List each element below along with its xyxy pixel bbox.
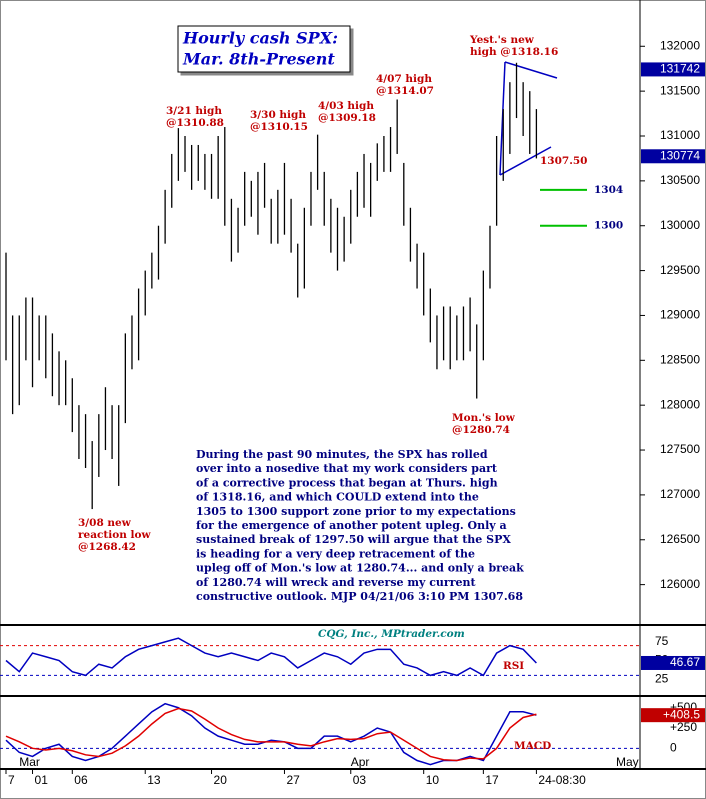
y-tick-label: 131500	[660, 83, 700, 97]
annotation: @1268.42	[78, 541, 136, 553]
month-label: Apr	[351, 755, 370, 769]
y-tick-label: 126000	[660, 577, 700, 591]
x-tick-label: 06	[74, 773, 88, 787]
macd-line	[5, 707, 537, 762]
annotation: 1307.50	[540, 155, 588, 167]
x-tick-label: 17	[485, 773, 499, 787]
panel-label: MACD	[514, 740, 551, 752]
price-tag-label: 130774	[660, 148, 700, 162]
y-tick-label: +250	[670, 720, 697, 734]
support-label: 1304	[594, 184, 623, 196]
x-tick-label: 27	[286, 773, 300, 787]
title: Mar. 8th-Present	[182, 50, 335, 69]
annotation: Mon.'s low	[452, 412, 516, 424]
price-tag	[641, 149, 705, 164]
y-tick-label: 129000	[660, 308, 700, 322]
annotation: @1314.07	[376, 85, 434, 97]
trend-line	[499, 61, 506, 176]
month-label: May	[616, 755, 639, 769]
y-tick-label: 128500	[660, 352, 700, 366]
price-tag-label: 131742	[660, 62, 700, 76]
y-tick-label: 130500	[660, 173, 700, 187]
annotation: reaction low	[78, 529, 152, 541]
annotation: 3/08 new	[78, 517, 132, 529]
annotation: @1280.74	[452, 424, 510, 436]
y-tick-label: 25	[655, 671, 669, 685]
y-tick-label: 132000	[660, 38, 700, 52]
month-label: Mar	[19, 755, 40, 769]
rsi-line	[5, 637, 537, 677]
commentary: upleg off of Mon.'s low at 1280.74... an…	[196, 562, 524, 575]
support-label: 1300	[594, 220, 623, 232]
trend-line	[499, 146, 552, 176]
value-tag-label: 46.67	[670, 655, 700, 669]
commentary: constructive outlook. MJP 04/21/06 3:10 …	[196, 590, 523, 603]
y-tick-label: 127500	[660, 442, 700, 456]
commentary: of 1280.74 will wreck and reverse my cur…	[196, 576, 477, 589]
y-tick-label: 130000	[660, 218, 700, 232]
commentary: of a corrective process that began at Th…	[196, 476, 498, 489]
value-tag	[641, 708, 705, 723]
annotation: @1310.88	[166, 117, 224, 129]
x-tick-label: 10	[426, 773, 440, 787]
annotation: 4/07 high	[376, 73, 432, 85]
value-tag-label: +408.5	[663, 707, 700, 721]
x-tick-label: 13	[147, 773, 161, 787]
commentary: is heading for a very deep retracement o…	[196, 547, 475, 560]
value-tag	[641, 655, 705, 670]
annotation: 3/30 high	[250, 109, 306, 121]
title-box	[177, 25, 351, 73]
x-tick-label: 03	[353, 773, 367, 787]
x-tick-label: 01	[35, 773, 49, 787]
annotation: 3/21 high	[166, 105, 222, 117]
panel-label: RSI	[503, 660, 524, 672]
y-tick-label: 131000	[660, 128, 700, 142]
commentary: over into a nosedive that my work consid…	[196, 462, 498, 475]
y-tick-label: 126500	[660, 532, 700, 546]
annotation: high @1318.16	[470, 46, 558, 58]
price-tag	[641, 62, 705, 77]
commentary: During the past 90 minutes, the SPX has …	[196, 448, 488, 461]
x-tick-label: 7	[8, 773, 15, 787]
x-tick-label: 20	[214, 773, 228, 787]
commentary: for the emergence of another potent uple…	[196, 519, 507, 532]
annotation: Yest.'s new	[469, 34, 535, 46]
annotation: @1309.18	[318, 112, 376, 124]
x-tick-label: 24-08:30	[538, 773, 586, 787]
source: CQG, Inc., MPtrader.com	[318, 628, 465, 640]
trend-line	[504, 61, 558, 79]
annotation: @1310.15	[250, 121, 308, 133]
y-tick-label: 75	[655, 634, 669, 648]
annotation: 4/03 high	[318, 100, 374, 112]
y-tick-label: 128000	[660, 397, 700, 411]
commentary: of 1318.16, and which COULD extend into …	[196, 491, 479, 504]
y-tick-label: 0	[670, 741, 677, 755]
commentary: sustained break of 1297.50 will argue th…	[196, 533, 511, 546]
title: Hourly cash SPX:	[182, 29, 338, 48]
commentary: 1305 to 1300 support zone prior to my ex…	[196, 505, 516, 518]
y-tick-label: 129500	[660, 263, 700, 277]
y-tick-label: 127000	[660, 487, 700, 501]
